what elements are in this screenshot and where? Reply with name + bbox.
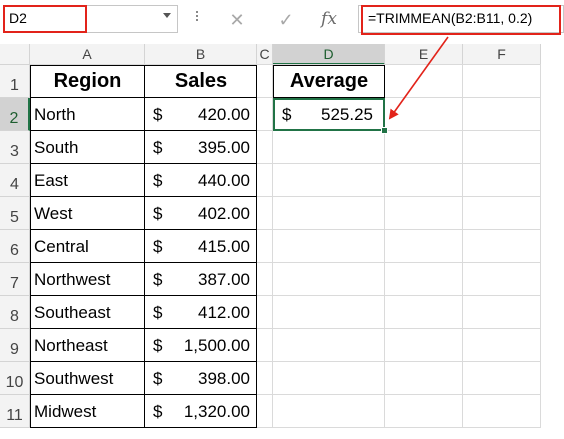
result-amount[interactable]: 525.25 [321, 105, 373, 124]
gridline [272, 65, 273, 428]
cell-region[interactable]: Northeast [34, 336, 108, 355]
cell-region[interactable]: Midwest [34, 402, 97, 421]
row-header-5[interactable]: 5 [0, 197, 30, 230]
table-divider [30, 361, 257, 362]
cell-region[interactable]: South [34, 138, 79, 157]
table-divider [30, 130, 257, 131]
cell-region[interactable]: North [34, 105, 76, 124]
cell-region[interactable]: Southwest [34, 369, 114, 388]
cell-region[interactable]: West [34, 204, 73, 223]
cell-currency[interactable]: $ [153, 369, 163, 388]
column-header-c[interactable]: C [257, 44, 273, 65]
cell-amount[interactable]: 415.00 [198, 237, 250, 256]
row-header-9[interactable]: 9 [0, 329, 30, 362]
drag-handle-icon[interactable] [196, 11, 199, 27]
table-divider [30, 295, 257, 296]
average-header-border [273, 65, 385, 98]
column-header-e[interactable]: E [385, 44, 463, 65]
formula-highlight [361, 5, 561, 35]
table-divider [144, 65, 145, 428]
gridline [384, 65, 385, 428]
column-header-f[interactable]: F [463, 44, 541, 65]
data-table-border [30, 65, 257, 428]
table-divider [30, 328, 257, 329]
row-header-10[interactable]: 10 [0, 362, 30, 395]
fill-handle[interactable] [381, 127, 388, 134]
row-header-2[interactable]: 2 [0, 98, 30, 131]
table-divider [30, 229, 257, 230]
gridline [30, 229, 541, 230]
table-divider [30, 262, 257, 263]
gridline [30, 64, 541, 65]
column-header-b[interactable]: B [145, 44, 257, 65]
row-header-8[interactable]: 8 [0, 296, 30, 329]
row-header-4[interactable]: 4 [0, 164, 30, 197]
row-header-3[interactable]: 3 [0, 131, 30, 164]
gridline [30, 427, 541, 428]
cell-currency[interactable]: $ [153, 303, 163, 322]
formula-value: =TRIMMEAN(B2:B11, 0.2) [368, 10, 533, 26]
cell-amount[interactable]: 412.00 [198, 303, 250, 322]
cancel-icon[interactable]: ✕ [229, 10, 245, 30]
cell-region[interactable]: East [34, 171, 69, 190]
insert-function-icon[interactable]: fx [321, 9, 337, 29]
cell-currency[interactable]: $ [153, 270, 163, 289]
header-sales[interactable]: Sales [174, 70, 228, 92]
name-box-highlight [3, 5, 87, 33]
cell-amount[interactable]: 1,500.00 [183, 336, 250, 355]
cell-amount[interactable]: 440.00 [198, 171, 250, 190]
cell-currency[interactable]: $ [153, 336, 163, 355]
column-header-a[interactable]: A [30, 44, 145, 65]
row-header-1[interactable]: 1 [0, 65, 30, 98]
cell-currency[interactable]: $ [153, 204, 163, 223]
table-divider [30, 163, 257, 164]
cell-amount[interactable]: 402.00 [198, 204, 250, 223]
gridline [30, 196, 541, 197]
cell-currency[interactable]: $ [153, 402, 163, 421]
cell-currency[interactable]: $ [153, 237, 163, 256]
gridline [30, 295, 541, 296]
cell-amount[interactable]: 387.00 [198, 270, 250, 289]
cell-currency[interactable]: $ [153, 105, 163, 124]
formula-bar: D2 ✕ ✓ fx =TRIMMEAN(B2:B11, 0.2) [0, 0, 564, 40]
gridline [30, 328, 541, 329]
cell-currency[interactable]: $ [153, 138, 163, 157]
select-all-corner[interactable] [0, 44, 30, 65]
name-box[interactable] [3, 5, 178, 33]
header-region[interactable]: Region [53, 70, 122, 92]
table-divider [30, 196, 257, 197]
cell-region[interactable]: Southeast [34, 303, 111, 322]
row-header-6[interactable]: 6 [0, 230, 30, 263]
cell-amount[interactable]: 420.00 [198, 105, 250, 124]
active-cell-d2[interactable] [273, 98, 385, 131]
cell-region[interactable]: Central [34, 237, 89, 256]
gridline [540, 65, 541, 428]
table-divider [30, 394, 257, 395]
gridline [30, 394, 541, 395]
enter-icon[interactable]: ✓ [278, 10, 294, 30]
table-divider [30, 97, 257, 98]
cell-region[interactable]: Northwest [34, 270, 111, 289]
gridline [30, 262, 541, 263]
gridline [30, 361, 541, 362]
result-currency[interactable]: $ [282, 105, 292, 124]
row-header-11[interactable]: 11 [0, 395, 30, 428]
cell-amount[interactable]: 395.00 [198, 138, 250, 157]
cell-currency[interactable]: $ [153, 171, 163, 190]
chevron-down-icon[interactable] [163, 13, 171, 18]
name-box-value: D2 [9, 10, 27, 26]
gridline [30, 163, 541, 164]
gridline [462, 65, 463, 428]
cell-amount[interactable]: 1,320.00 [183, 402, 250, 421]
column-header-d[interactable]: D [273, 44, 385, 65]
row-header-7[interactable]: 7 [0, 263, 30, 296]
header-average[interactable]: Average [289, 70, 369, 92]
cell-amount[interactable]: 398.00 [198, 369, 250, 388]
